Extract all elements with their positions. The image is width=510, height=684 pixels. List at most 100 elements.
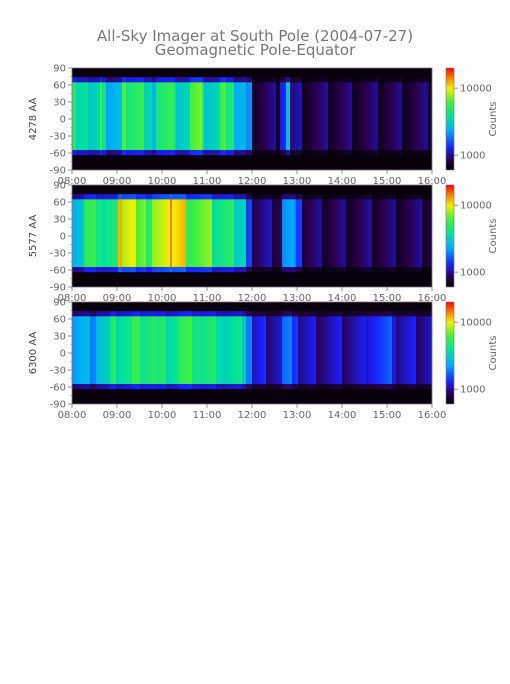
heat-cell-tail xyxy=(364,311,366,317)
heat-cell xyxy=(138,82,140,151)
heat-cell-tail xyxy=(366,194,368,200)
heat-cell xyxy=(416,82,418,151)
heat-cell-tail xyxy=(354,384,356,390)
heat-cell-tail xyxy=(370,267,372,273)
heat-cell-tail xyxy=(296,194,298,200)
heat-cell xyxy=(100,199,102,268)
heat-cell xyxy=(394,82,396,151)
heat-cell-tail xyxy=(238,384,240,390)
heat-cell-tail xyxy=(142,194,144,200)
heat-cell-tail xyxy=(124,77,126,83)
heat-cell-tail xyxy=(428,150,430,156)
colorbar-tick-label: 1000 xyxy=(460,385,485,396)
heat-cell xyxy=(180,316,182,385)
heat-cell xyxy=(400,199,402,268)
heat-cell-tail xyxy=(216,77,218,83)
heat-cell xyxy=(228,316,230,385)
heat-cell-tail xyxy=(346,267,348,273)
heat-cell xyxy=(292,82,294,151)
heat-cell-tail xyxy=(232,150,234,156)
heat-cell xyxy=(364,199,366,268)
heat-cell-tail xyxy=(324,194,326,200)
heat-cell-tail xyxy=(286,311,288,317)
heat-cell-tail xyxy=(124,311,126,317)
x-tick-label: 14:00 xyxy=(328,176,357,187)
x-tick-label: 10:00 xyxy=(148,293,177,304)
heat-cell-tail xyxy=(424,384,426,390)
heat-cell-tail xyxy=(178,194,180,200)
heat-cell-tail xyxy=(380,150,382,156)
heat-cell-tail xyxy=(258,267,260,273)
heat-cell xyxy=(192,316,194,385)
y-tick-label: 30 xyxy=(53,98,66,109)
heat-cell xyxy=(308,199,310,268)
heat-cell-tail xyxy=(420,384,422,390)
heat-cell xyxy=(176,316,178,385)
heat-cell-tail xyxy=(356,267,358,273)
heat-cell-tail xyxy=(304,77,306,83)
heat-cell-tail xyxy=(202,77,204,83)
heat-cell xyxy=(338,82,340,151)
heat-cell-tail xyxy=(156,311,158,317)
heat-cell-tail xyxy=(134,384,136,390)
heat-cell xyxy=(368,82,370,151)
heat-cell xyxy=(216,82,218,151)
heat-cell-tail xyxy=(264,384,266,390)
heat-cell xyxy=(174,82,176,151)
heat-cell-tail xyxy=(136,267,138,273)
heat-cell-tail xyxy=(314,194,316,200)
heat-cell-tail xyxy=(180,77,182,83)
heat-cell xyxy=(222,316,224,385)
heat-cell xyxy=(240,199,242,268)
heat-cell-tail xyxy=(150,77,152,83)
heat-cell-tail xyxy=(314,384,316,390)
heat-cell-tail xyxy=(140,384,142,390)
heat-cell xyxy=(162,199,164,268)
heat-cell-tail xyxy=(78,194,80,200)
heat-cell xyxy=(116,316,118,385)
heat-cell-tail xyxy=(82,311,84,317)
heat-cell-tail xyxy=(338,150,340,156)
colorbar-tick-label: 1000 xyxy=(460,151,485,162)
heat-cell-tail xyxy=(274,150,276,156)
heat-cell-tail xyxy=(348,311,350,317)
heat-cell-tail xyxy=(104,194,106,200)
heat-cell xyxy=(142,199,144,268)
heat-cell-tail xyxy=(180,267,182,273)
heat-cell-tail xyxy=(306,267,308,273)
colorbar-frame xyxy=(445,301,455,405)
heat-cell-tail xyxy=(164,194,166,200)
heat-cell-tail xyxy=(146,194,148,200)
heat-cell xyxy=(228,82,230,151)
heat-cell-tail xyxy=(274,311,276,317)
heat-cell xyxy=(102,316,104,385)
heat-cell-tail xyxy=(208,77,210,83)
heat-cell-tail xyxy=(248,194,250,200)
heat-cell-tail xyxy=(228,311,230,317)
heat-cell-tail xyxy=(110,150,112,156)
heat-cell-tail xyxy=(158,194,160,200)
heat-cell-tail xyxy=(78,311,80,317)
heat-cell-tail xyxy=(402,384,404,390)
heat-cell xyxy=(256,82,258,151)
heat-cell xyxy=(238,82,240,151)
heat-cell-tail xyxy=(96,267,98,273)
heat-cell-tail xyxy=(226,311,228,317)
heat-cell xyxy=(294,316,296,385)
heat-cell-tail xyxy=(258,77,260,83)
heat-cell-tail xyxy=(108,267,110,273)
heat-cell xyxy=(100,316,102,385)
heat-cell xyxy=(334,316,336,385)
x-tick-label: 15:00 xyxy=(373,176,402,187)
heat-cell xyxy=(128,316,130,385)
y-tick-label: 60 xyxy=(53,315,66,326)
heat-cell-tail xyxy=(214,77,216,83)
heat-cell-tail xyxy=(110,384,112,390)
heat-cell xyxy=(132,316,134,385)
heat-cell xyxy=(264,82,266,151)
heat-cell xyxy=(430,316,432,385)
heat-cell-tail xyxy=(240,311,242,317)
heat-cell-tail xyxy=(114,384,116,390)
heat-cell xyxy=(206,199,208,268)
heat-cell-tail xyxy=(288,267,290,273)
